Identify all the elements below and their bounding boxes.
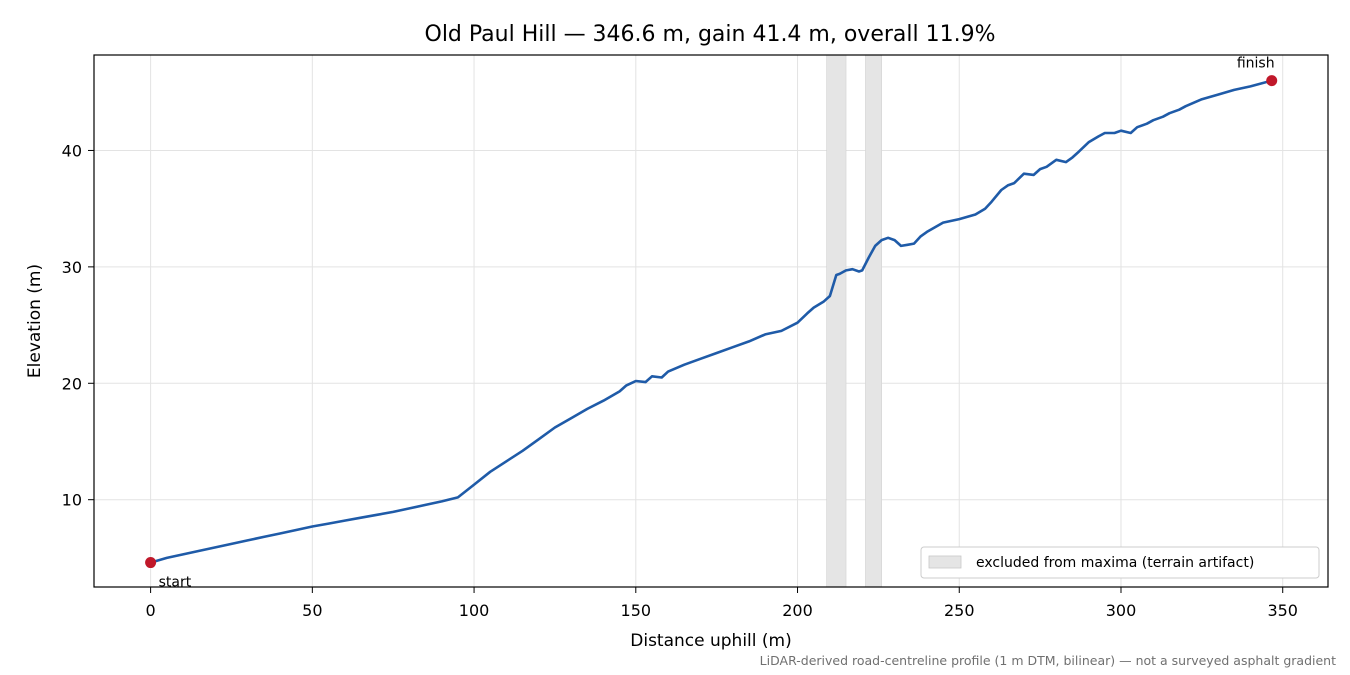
marker-start <box>145 557 157 569</box>
excluded-band <box>865 54 882 588</box>
grid <box>94 55 1328 587</box>
x-tick-label: 300 <box>1106 601 1137 620</box>
y-axis-ticks: 10 20 30 40 <box>62 141 94 510</box>
plot-frame <box>93 54 1329 588</box>
y-tick-label: 30 <box>62 258 82 277</box>
x-tick-label: 50 <box>302 601 322 620</box>
footnote: LiDAR-derived road-centreline profile (1… <box>760 653 1336 668</box>
x-tick-label: 200 <box>782 601 813 620</box>
marker-finish <box>1266 75 1278 87</box>
y-axis-label: Elevation (m) <box>25 264 45 378</box>
x-tick-label: 0 <box>146 601 156 620</box>
endpoint-markers: start finish <box>145 56 1278 591</box>
annotation-finish: finish <box>1237 56 1275 72</box>
elevation-line <box>149 79 1273 564</box>
annotation-start: start <box>159 575 192 591</box>
x-tick-label: 150 <box>621 601 652 620</box>
x-tick-label: 100 <box>459 601 490 620</box>
y-tick-label: 40 <box>62 141 82 160</box>
legend-label: excluded from maxima (terrain artifact) <box>976 555 1254 571</box>
excluded-band <box>826 54 847 588</box>
x-tick-label: 250 <box>944 601 975 620</box>
excluded-bands <box>826 54 882 588</box>
y-tick-label: 20 <box>62 374 82 393</box>
x-axis-label: Distance uphill (m) <box>630 631 791 651</box>
x-axis-ticks: 0 50 100 150 200 250 300 350 <box>146 587 1298 620</box>
x-tick-label: 350 <box>1267 601 1298 620</box>
series-layer <box>149 79 1273 564</box>
legend-swatch <box>928 555 962 569</box>
legend-box <box>920 546 1320 579</box>
y-tick-label: 10 <box>62 491 82 510</box>
chart-title: Old Paul Hill — 346.6 m, gain 41.4 m, ov… <box>425 22 996 47</box>
legend: excluded from maxima (terrain artifact) <box>920 546 1320 579</box>
